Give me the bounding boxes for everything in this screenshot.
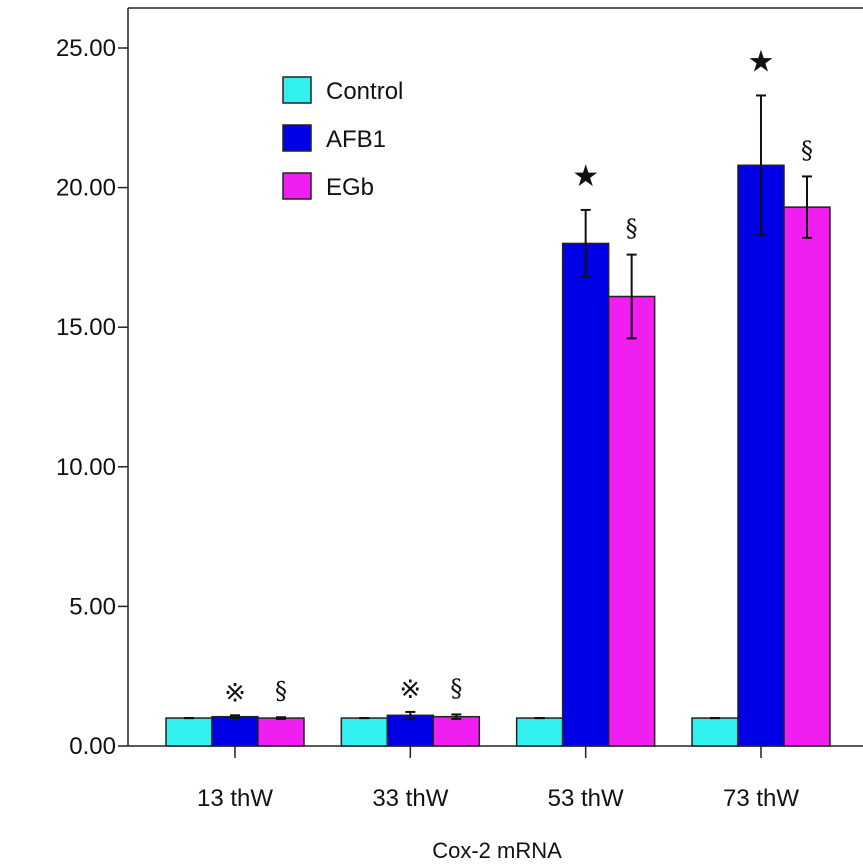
legend-swatch-afb1 [282,124,312,152]
y-tick-label: 20.00 [56,175,116,202]
legend-swatch-control [282,76,312,104]
x-tick-label: 13 thW [197,785,273,812]
bar-control-2 [340,717,389,747]
bar-egb-4 [783,206,831,747]
bar-afb1-1 [211,715,259,747]
legend-label-control: Control [326,78,403,105]
bar-afb1-2 [386,714,435,747]
significance-marker: ★ [572,159,599,194]
bar-afb1-3 [561,242,610,747]
annotations-layer: ※ § ※ § ★ § ★ § [224,44,813,708]
bar-egb-3 [607,295,656,747]
x-tick-label: 73 thW [723,785,799,812]
x-tick-label: 53 thW [548,785,624,812]
bar-control-1 [165,717,213,747]
significance-marker: § [626,215,638,243]
significance-marker: § [450,674,462,702]
x-tick-label: 33 thW [372,785,448,812]
y-tick-label: 25.00 [56,35,116,62]
bar-afb1-4 [737,164,785,747]
bars-layer [165,164,831,747]
bar-control-4 [691,717,739,747]
legend: Control AFB1 EGb [282,76,403,201]
legend-label-egb: EGb [326,174,374,201]
y-axis: 0.00 5.00 10.00 15.00 20.00 25.00 [56,35,128,760]
legend-label-afb1: AFB1 [326,126,386,153]
bar-egb-1 [257,717,305,747]
significance-marker: § [275,677,287,705]
significance-marker: § [801,136,813,164]
significance-marker: ※ [399,675,421,705]
significance-marker: ※ [224,678,246,708]
legend-swatch-egb [282,172,312,200]
error-bars-layer [184,94,812,720]
x-axis-label: Cox-2 mRNA [432,838,562,863]
bar-control-3 [515,717,564,747]
y-tick-label: 10.00 [56,454,116,481]
bar-egb-2 [432,715,481,747]
y-tick-label: 5.00 [69,593,116,620]
x-axis: 13 thW 33 thW 53 thW 73 thW [197,746,799,812]
y-tick-label: 0.00 [69,733,116,760]
significance-marker: ★ [748,44,775,79]
y-tick-label: 15.00 [56,314,116,341]
